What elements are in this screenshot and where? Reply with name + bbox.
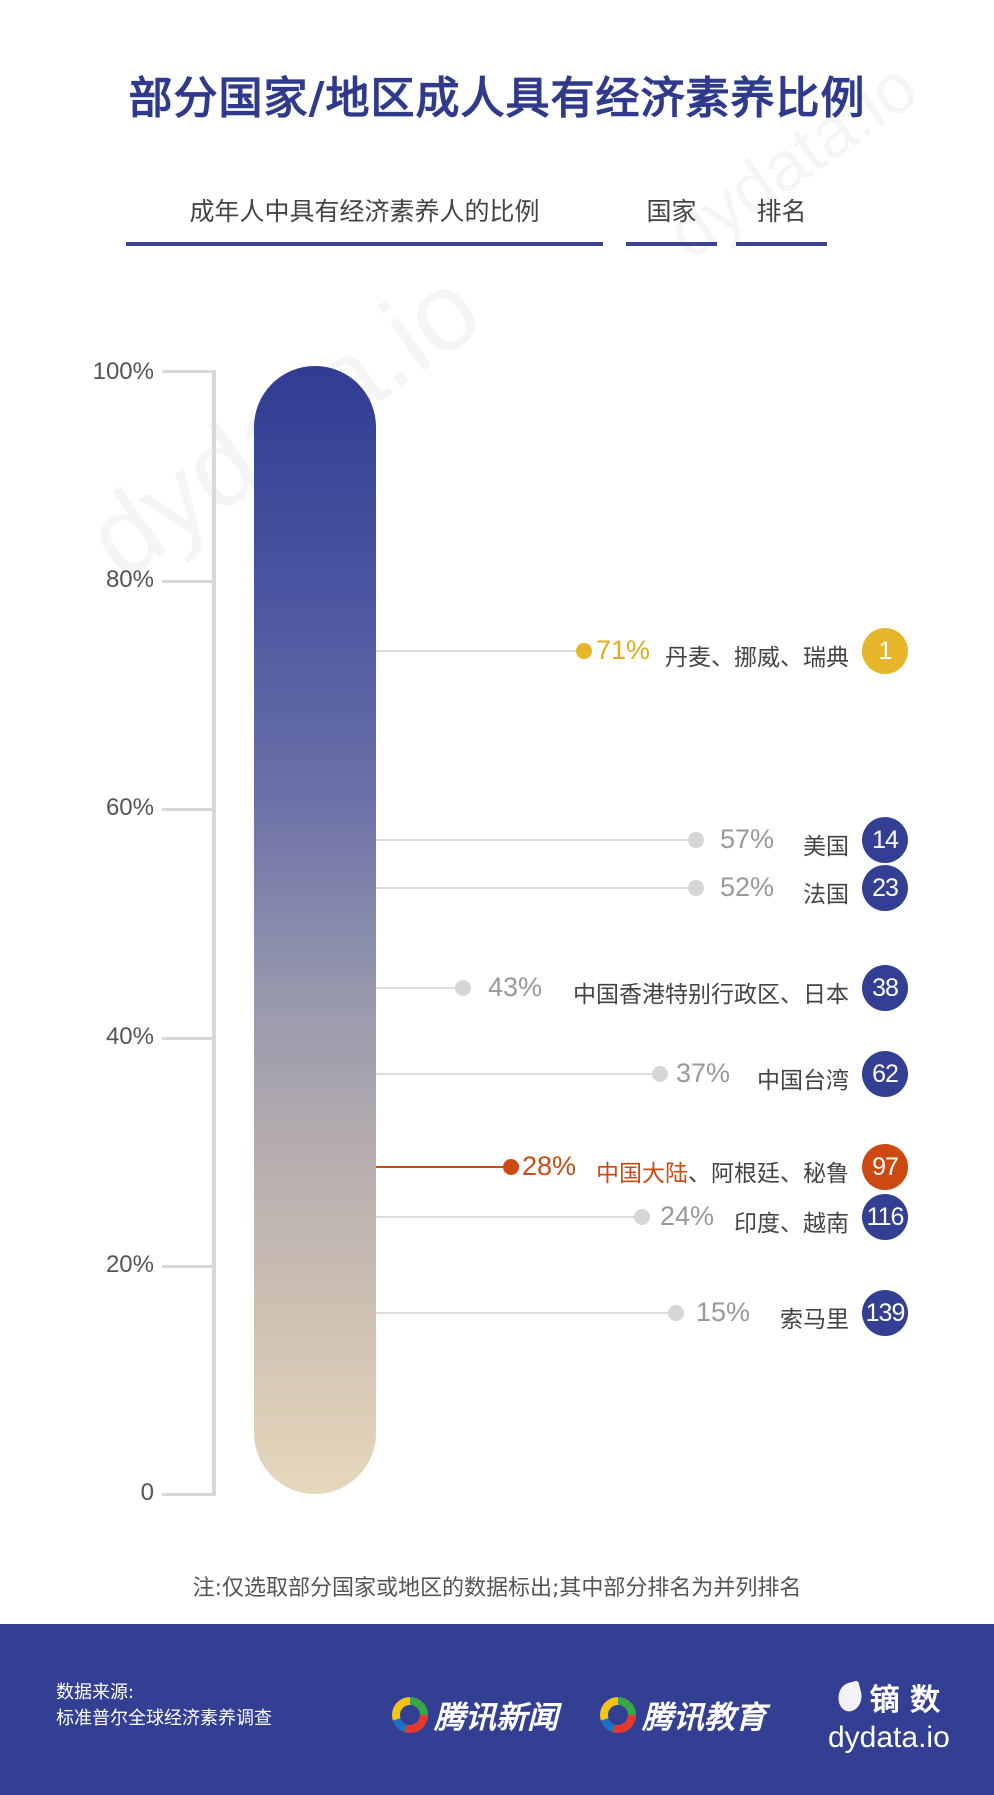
column-header-country: 国家 xyxy=(646,197,697,226)
brand-cn: 镝 数 xyxy=(869,1683,941,1718)
leader-line xyxy=(376,987,460,989)
leader-line xyxy=(376,839,692,841)
y-tick-label: 100% xyxy=(92,358,154,385)
tencent-edu-logo: 腾讯教育 xyxy=(600,1692,766,1737)
source-value: 标准普尔全球经济素养调查 xyxy=(56,1708,272,1729)
data-dot xyxy=(668,1305,684,1321)
rank-badge: 139 xyxy=(862,1290,908,1336)
leader-line xyxy=(376,887,692,889)
data-dot xyxy=(576,643,592,659)
leader-line xyxy=(376,1166,508,1168)
y-tick-label: 0 xyxy=(140,1479,154,1506)
y-tick-label: 80% xyxy=(105,566,154,593)
country-label: 中国台湾 xyxy=(757,1068,849,1094)
data-row-india-vietnam: 24% 印度、越南 116 xyxy=(0,1194,994,1240)
header-underline-ratio xyxy=(126,242,603,246)
column-header-rank: 排名 xyxy=(756,197,807,226)
brand-en: dydata.io xyxy=(828,1721,950,1754)
header-underline-country xyxy=(626,242,717,246)
tencent-logo-icon xyxy=(600,1696,636,1733)
data-row-taiwan: 37% 中国台湾 62 xyxy=(0,1051,994,1097)
country-label: 索马里 xyxy=(780,1307,849,1333)
rank-badge: 38 xyxy=(862,965,908,1011)
data-row-usa: 57% 美国 14 xyxy=(0,817,994,863)
y-tick xyxy=(162,1037,212,1040)
y-axis-line xyxy=(212,370,216,1496)
column-header-ratio: 成年人中具有经济素养人的比例 xyxy=(189,197,540,226)
pct-value: 15% xyxy=(696,1297,751,1327)
country-label: 印度、越南 xyxy=(734,1211,849,1237)
y-tick-label: 60% xyxy=(105,794,154,821)
source-label: 数据来源: xyxy=(56,1682,135,1703)
pct-value: 52% xyxy=(720,872,775,902)
data-dot xyxy=(455,980,471,996)
tencent-logo-icon xyxy=(392,1696,428,1733)
pct-value: 43% xyxy=(488,972,543,1002)
rank-badge: 116 xyxy=(862,1194,908,1240)
data-row-somalia: 15% 索马里 139 xyxy=(0,1290,994,1336)
pct-value: 37% xyxy=(676,1058,731,1088)
data-dot xyxy=(688,832,704,848)
data-dot xyxy=(503,1159,519,1175)
data-dot xyxy=(688,880,704,896)
pct-value: 57% xyxy=(720,824,775,854)
y-tick xyxy=(162,370,212,373)
country-label: 中国香港特别行政区、日本 xyxy=(573,982,849,1008)
dydata-logo: 镝 数 dydata.io xyxy=(828,1675,950,1755)
data-row-hongkong-japan: 43% 中国香港特别行政区、日本 38 xyxy=(0,965,994,1011)
data-dot xyxy=(652,1066,668,1082)
logo-text: 腾讯新闻 xyxy=(434,1700,558,1736)
data-source: 数据来源: 标准普尔全球经济素养调查 xyxy=(56,1680,272,1732)
y-tick-label: 40% xyxy=(105,1023,154,1050)
y-tick xyxy=(162,1493,212,1496)
country-highlight: 中国大陆 xyxy=(596,1161,688,1187)
leader-line xyxy=(376,1312,674,1314)
country-rest: 、阿根廷、秘鲁 xyxy=(688,1161,849,1187)
data-dot xyxy=(634,1209,650,1225)
pct-value: 28% xyxy=(522,1151,577,1181)
logo-text: 腾讯教育 xyxy=(642,1700,766,1736)
rank-badge: 1 xyxy=(862,628,908,674)
data-row-denmark: 71% 丹麦、挪威、瑞典 1 xyxy=(0,628,994,674)
rank-badge: 23 xyxy=(862,865,908,911)
footnote: 注:仅选取部分国家或地区的数据标出;其中部分排名为并列排名 xyxy=(192,1576,802,1601)
footer xyxy=(0,1624,994,1795)
country-label: 丹麦、挪威、瑞典 xyxy=(665,645,849,671)
data-row-china-mainland: 28% 中国大陆、阿根廷、秘鲁 97 xyxy=(0,1144,994,1190)
y-tick-label: 20% xyxy=(105,1251,154,1278)
rank-badge: 62 xyxy=(862,1051,908,1097)
leader-line xyxy=(376,1073,656,1075)
page-title: 部分国家/地区成人具有经济素养比例 xyxy=(128,73,866,124)
country-label: 中国大陆、阿根廷、秘鲁 xyxy=(596,1154,849,1188)
leader-line xyxy=(376,1216,638,1218)
leaf-icon xyxy=(834,1680,865,1714)
data-row-france: 52% 法国 23 xyxy=(0,865,994,911)
tencent-news-logo: 腾讯新闻 xyxy=(392,1692,558,1737)
header-underline-rank xyxy=(736,242,827,246)
y-tick xyxy=(162,808,212,811)
pct-value: 71% xyxy=(596,635,651,665)
y-tick xyxy=(162,580,212,583)
thermometer-bar xyxy=(254,366,376,1494)
pct-value: 24% xyxy=(660,1201,715,1231)
country-label: 法国 xyxy=(803,882,849,908)
rank-badge: 14 xyxy=(862,817,908,863)
rank-badge: 97 xyxy=(862,1144,908,1190)
country-label: 美国 xyxy=(803,834,849,860)
y-tick xyxy=(162,1265,212,1268)
leader-line xyxy=(376,650,584,652)
